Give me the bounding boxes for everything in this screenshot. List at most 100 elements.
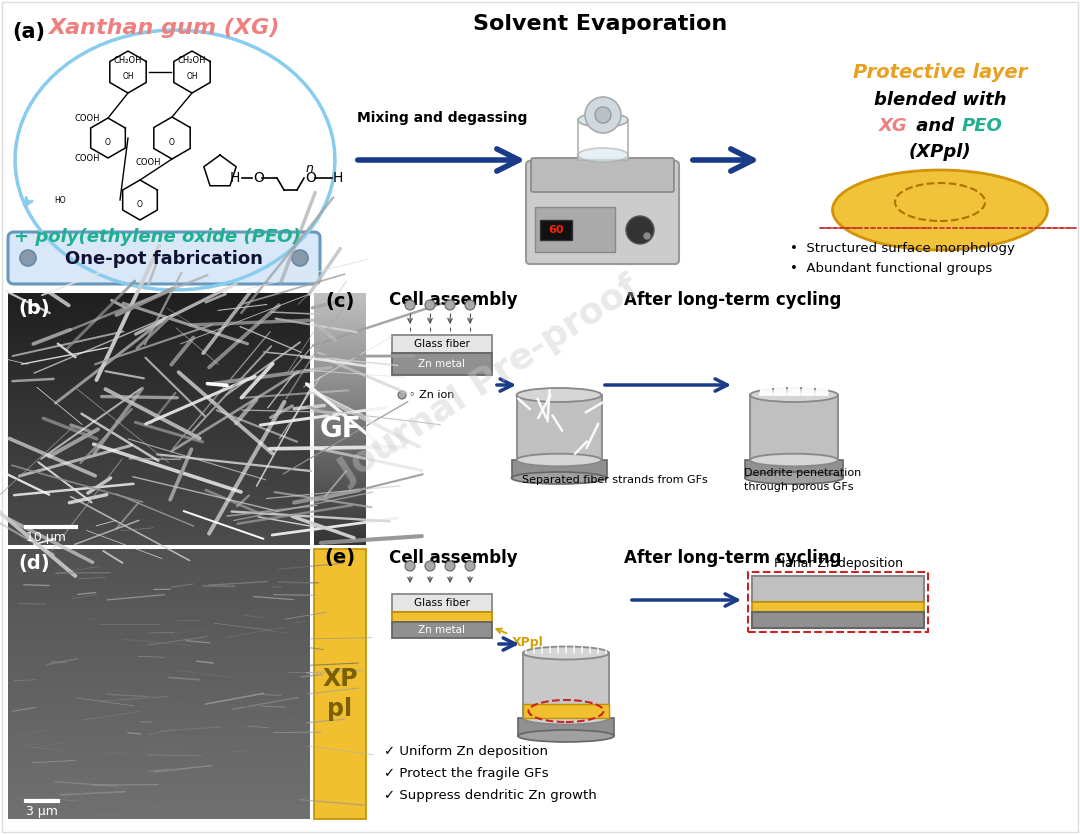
Bar <box>8 364 310 365</box>
Bar <box>8 600 310 601</box>
Bar <box>8 506 310 507</box>
Bar <box>314 387 366 388</box>
Bar <box>8 431 310 432</box>
FancyBboxPatch shape <box>526 161 679 264</box>
Bar <box>314 385 366 386</box>
Bar <box>8 414 310 415</box>
Bar <box>314 293 366 294</box>
Bar <box>314 305 366 306</box>
Bar <box>8 346 310 347</box>
Bar <box>523 653 609 718</box>
Bar <box>8 775 310 776</box>
Bar <box>8 448 310 449</box>
Bar <box>314 318 366 319</box>
Bar <box>314 424 366 425</box>
Bar <box>8 543 310 544</box>
Bar <box>8 664 310 665</box>
Bar <box>314 301 366 302</box>
Bar <box>314 502 366 503</box>
Bar <box>8 563 310 564</box>
Bar <box>8 418 310 419</box>
Bar <box>314 323 366 324</box>
Bar <box>8 795 310 796</box>
Bar <box>314 486 366 487</box>
Bar <box>8 623 310 624</box>
Bar <box>8 802 310 803</box>
Bar <box>8 587 310 588</box>
Bar <box>8 656 310 657</box>
Bar <box>8 622 310 623</box>
Bar <box>8 782 310 783</box>
Circle shape <box>21 250 36 266</box>
Bar <box>8 770 310 771</box>
Text: CH₂OH: CH₂OH <box>113 56 143 64</box>
Bar <box>314 344 366 345</box>
Bar <box>314 446 366 447</box>
Bar <box>8 732 310 733</box>
Bar <box>8 449 310 450</box>
Bar <box>8 672 310 673</box>
Bar <box>8 508 310 509</box>
Bar <box>314 508 366 509</box>
Bar <box>314 423 366 424</box>
Bar <box>8 316 310 317</box>
Bar <box>8 615 310 617</box>
Bar <box>8 720 310 721</box>
Bar <box>8 467 310 468</box>
Bar <box>314 341 366 342</box>
Bar <box>8 417 310 418</box>
Bar <box>8 812 310 813</box>
Bar <box>8 661 310 662</box>
Bar <box>314 528 366 529</box>
Bar <box>8 680 310 681</box>
Bar <box>8 333 310 334</box>
Bar <box>8 439 310 440</box>
Bar <box>8 520 310 521</box>
Bar <box>314 312 366 313</box>
Text: XP
pl: XP pl <box>322 667 357 721</box>
Bar <box>8 583 310 584</box>
Bar <box>8 816 310 818</box>
Bar <box>8 343 310 344</box>
Bar <box>8 327 310 328</box>
Bar <box>8 722 310 723</box>
Bar <box>314 484 366 485</box>
Bar <box>8 631 310 632</box>
Bar <box>8 759 310 760</box>
Bar <box>8 761 310 762</box>
Bar <box>8 340 310 341</box>
Bar <box>8 529 310 530</box>
Bar <box>8 777 310 778</box>
Bar <box>314 358 366 359</box>
Text: After long-term cycling: After long-term cycling <box>624 291 841 309</box>
Bar <box>16 519 84 533</box>
Bar <box>8 730 310 731</box>
Bar <box>314 452 366 453</box>
Bar <box>8 468 310 469</box>
Text: COOH: COOH <box>75 153 99 163</box>
Bar <box>314 311 366 312</box>
Bar <box>8 532 310 533</box>
Ellipse shape <box>512 472 607 484</box>
Bar <box>314 494 366 495</box>
Bar <box>8 492 310 493</box>
Bar <box>314 454 366 455</box>
Bar <box>314 297 366 298</box>
Bar <box>8 662 310 663</box>
Bar <box>8 356 310 357</box>
Bar <box>314 458 366 459</box>
Bar <box>8 556 310 557</box>
Text: ✓ Protect the fragile GFs: ✓ Protect the fragile GFs <box>384 767 549 781</box>
Bar <box>8 564 310 565</box>
Bar <box>8 380 310 381</box>
Bar <box>8 509 310 510</box>
Bar <box>8 540 310 541</box>
Bar <box>8 385 310 386</box>
Bar <box>8 560 310 561</box>
Bar <box>8 774 310 775</box>
Bar <box>8 440 310 441</box>
Bar <box>8 476 310 477</box>
Bar <box>8 801 310 802</box>
Bar <box>8 436 310 437</box>
Text: GF: GF <box>320 415 361 443</box>
